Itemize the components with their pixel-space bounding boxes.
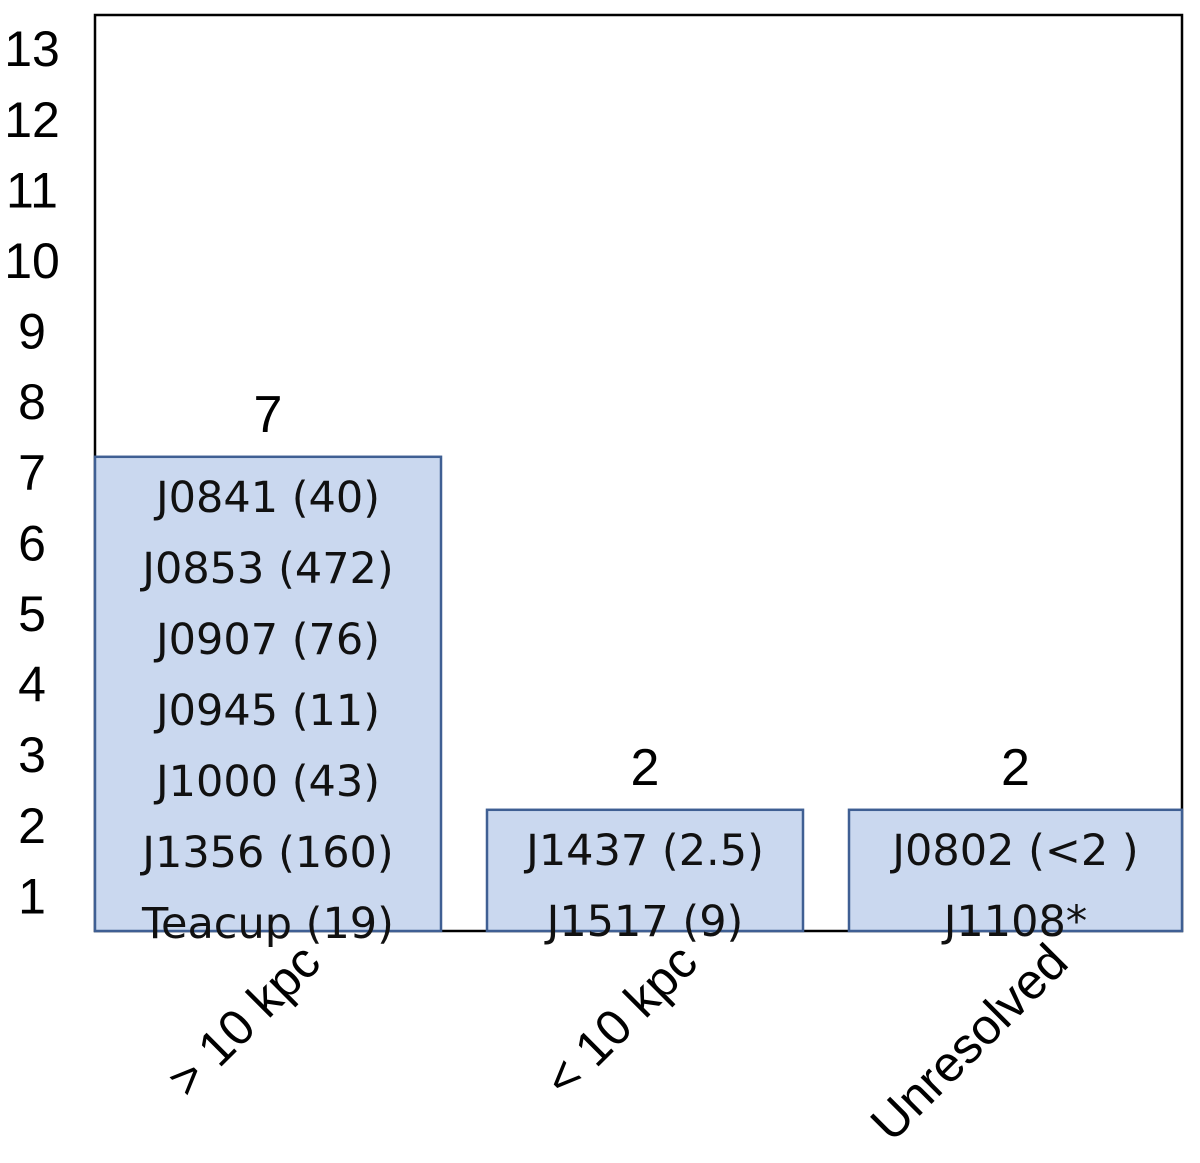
bar-value-label: 7 [254, 386, 283, 444]
bar-group: 2 J0802 (<2 ) J1108* [847, 739, 1184, 947]
bar-item-label: J1437 (2.5) [523, 826, 764, 876]
y-tick-label: 4 [18, 657, 46, 713]
category-label: < 10 kpc [534, 933, 708, 1107]
bar [93, 455, 443, 933]
bar-item-label: J0945 (11) [153, 686, 380, 736]
bar-item-label: J0907 (76) [153, 615, 380, 665]
category-label: > 10 kpc [157, 933, 331, 1107]
bar-item-label: J1517 (9) [544, 897, 744, 947]
y-tick-label: 8 [18, 374, 46, 430]
bar-item-label: J1356 (160) [139, 828, 393, 878]
bars: 7 J0841 (40) J0853 (472) J0907 (76) J0945 (1… [93, 386, 1184, 949]
bar-item-label: J1000 (43) [153, 757, 380, 807]
bar-item-label: J0802 (<2 ) [889, 826, 1138, 876]
bar-value-label: 2 [1001, 739, 1030, 797]
y-tick-label: 3 [18, 727, 46, 783]
bar-item-label: J0841 (40) [153, 473, 380, 523]
y-tick-label: 2 [18, 798, 46, 854]
bar [485, 808, 805, 933]
y-tick-label: 5 [18, 586, 46, 642]
bar-item-label: Teacup (19) [141, 899, 394, 949]
bar-group: 2 J1437 (2.5) J1517 (9) [485, 739, 805, 947]
y-tick-label: 9 [18, 304, 46, 360]
category-label: Unresolved [860, 933, 1078, 1151]
bar-item-label: J1108* [941, 897, 1088, 947]
y-tick-label: 7 [18, 445, 46, 501]
y-tick-label: 11 [6, 162, 58, 218]
y-tick-label: 13 [4, 21, 60, 77]
y-tick-label: 1 [18, 868, 46, 924]
bar-group: 7 J0841 (40) J0853 (472) J0907 (76) J0945 (1… [93, 386, 443, 949]
y-tick-label: 12 [4, 92, 60, 148]
x-axis-category-labels: > 10 kpc < 10 kpc Unresolved [157, 933, 1079, 1151]
bar-item-label: J0853 (472) [139, 544, 393, 594]
bar-value-label: 2 [631, 739, 660, 797]
y-tick-label: 10 [4, 233, 60, 289]
bar [847, 808, 1184, 933]
y-tick-label: 6 [18, 515, 46, 571]
